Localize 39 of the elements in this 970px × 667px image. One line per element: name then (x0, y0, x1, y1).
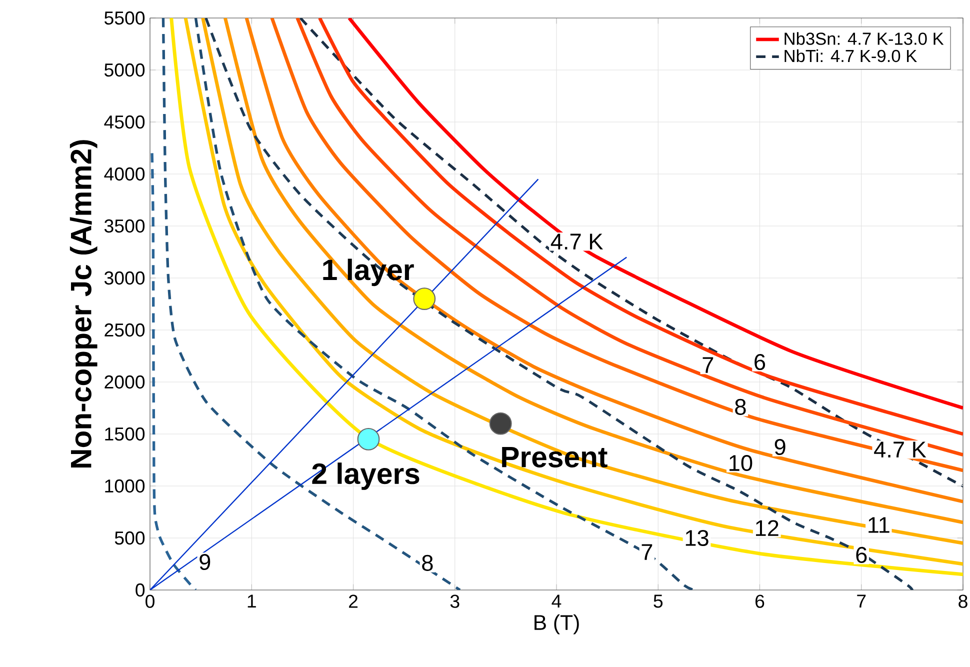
x-tick-label: 5 (654, 594, 663, 608)
y-tick-label: 500 (114, 531, 145, 545)
x-tick-label: 3 (450, 594, 460, 608)
annotation: 12 (756, 520, 778, 536)
legend-label: Nb3Sn: 4.7 K-13.0 K (784, 32, 944, 45)
x-axis-title: B (T) (534, 614, 579, 634)
y-tick-label: 2500 (104, 323, 145, 337)
y-tick-label: 2000 (104, 375, 145, 389)
y-tick-label: 3000 (104, 271, 145, 285)
legend-label: NbTi: 4.7 K-9.0 K (784, 49, 917, 62)
y-tick-label: 1500 (105, 427, 145, 441)
annotation: 4.7 K (874, 442, 926, 458)
annotation: 4.7 K (550, 234, 604, 250)
annotation: 10 (730, 454, 752, 472)
annotation: 6 (754, 354, 766, 370)
y-tick-label: 4000 (104, 167, 145, 181)
x-tick-label: 1 (248, 594, 256, 608)
annotation: 9 (200, 554, 210, 570)
y-tick-label: 5500 (104, 11, 145, 25)
y-tick-label: 4500 (104, 115, 145, 129)
x-tick-label: 8 (958, 594, 968, 608)
annotation: 8 (735, 398, 746, 415)
annotation: 6 (856, 546, 867, 563)
x-tick-label: 7 (857, 594, 866, 608)
annotation: 13 (686, 530, 708, 546)
annotation: 11 (868, 517, 890, 533)
x-tick-label: 0 (146, 594, 154, 608)
y-tick-label: 3500 (104, 219, 145, 233)
y-tick-label: 0 (136, 583, 145, 597)
annotation: 7 (642, 544, 652, 560)
annotation: 9 (774, 438, 786, 456)
x-tick-label: 2 (349, 594, 358, 608)
annotation: 8 (422, 554, 433, 571)
x-tick-label: 4 (552, 594, 562, 608)
y-tick-label: 1000 (105, 479, 145, 493)
annotation: 7 (702, 357, 714, 373)
x-tick-label: 6 (756, 594, 764, 608)
y-tick-label: 5000 (104, 63, 145, 77)
y-axis-title: Non-copper Jc (A/mm2) (70, 140, 98, 468)
